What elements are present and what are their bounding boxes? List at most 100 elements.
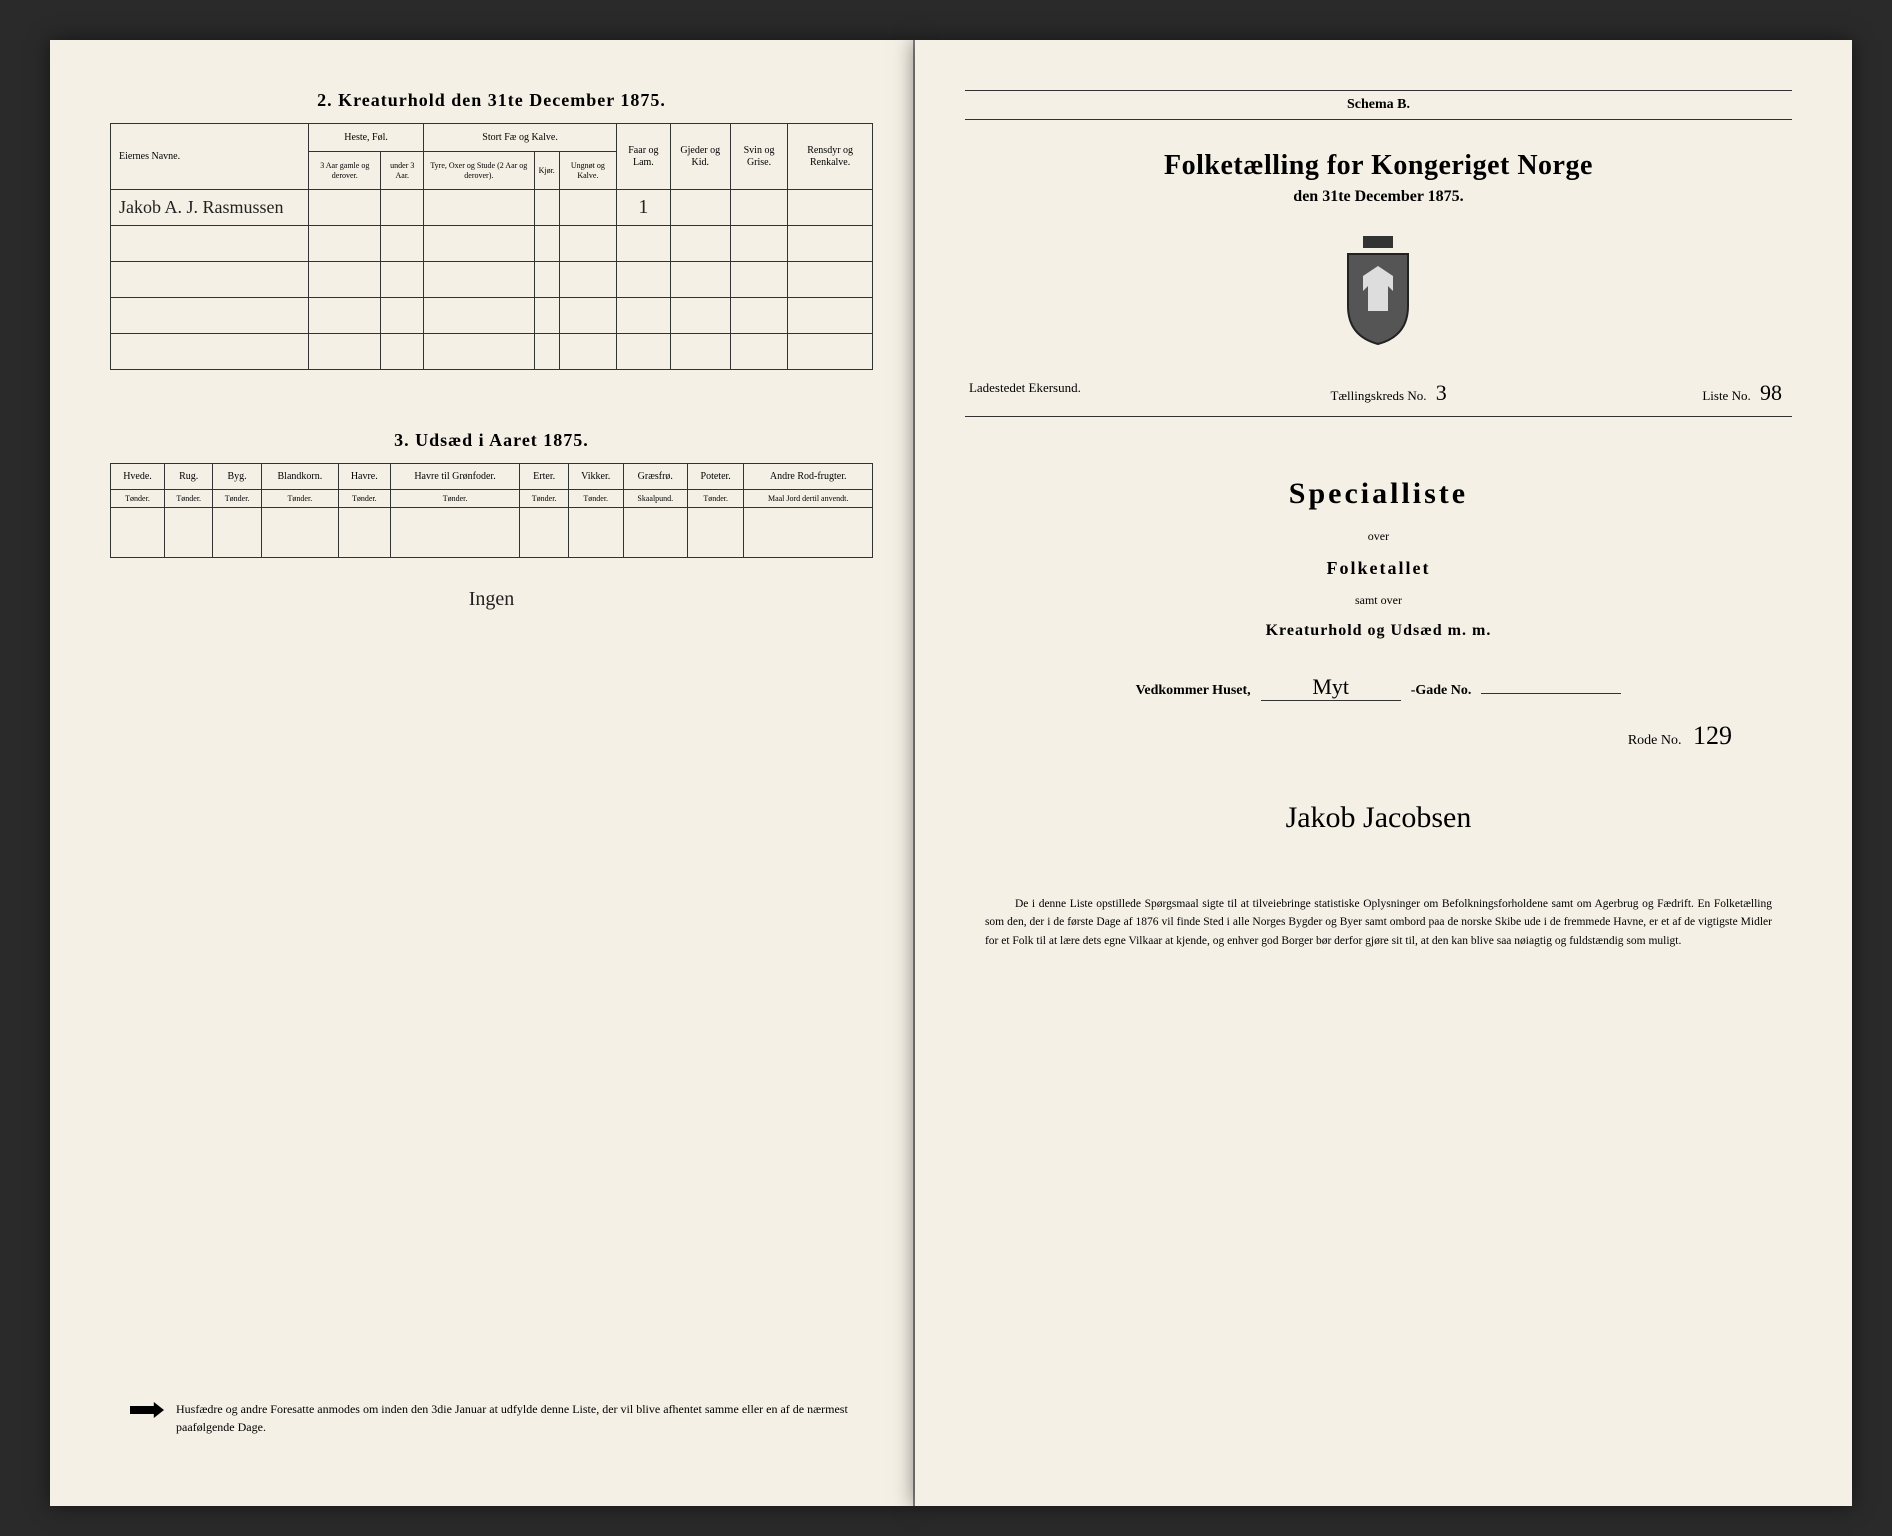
seed-col-unit: Tønder. [213,490,261,508]
table-cell [111,334,309,370]
meta-row: Ladestedet Ekersund. Tællingskreds No. 3… [965,372,1792,417]
col-sheep: Faar og Lam. [617,124,671,190]
table-cell [309,190,381,226]
seed-cell [261,508,338,558]
table-cell [111,226,309,262]
footer-note: Husfædre og andre Foresatte anmodes om i… [130,1400,853,1436]
seed-col-header: Byg. [213,464,261,490]
table-cell [559,298,616,334]
coat-of-arms-icon [1333,236,1423,346]
section3-title: 3. Udsæd i Aaret 1875. [110,430,873,451]
col-cattle: Stort Fæ og Kalve. [424,124,617,152]
main-subtitle: den 31te December 1875. [1293,188,1463,206]
table-cell [670,298,730,334]
gade-no-value [1481,693,1621,694]
table-cell [534,334,559,370]
table-cell [424,334,534,370]
seed-col-header: Blandkorn. [261,464,338,490]
table-cell [559,334,616,370]
place-label: Ladestedet Ekersund. [969,380,1081,406]
seed-col-unit: Tønder. [111,490,165,508]
col-cattle-young: Ungnøt og Kalve. [559,152,616,190]
seed-col-header: Poteter. [687,464,743,490]
seed-col-unit: Tønder. [338,490,390,508]
table-row: Jakob A. J. Rasmussen1 [111,190,873,226]
col-cattle-bulls: Tyre, Oxer og Stude (2 Aar og derover). [424,152,534,190]
rode-label: Rode No. [1628,733,1682,748]
seed-cell [390,508,520,558]
table-row [111,334,873,370]
table-cell [788,226,873,262]
table-cell [617,334,671,370]
seed-cell [687,508,743,558]
table-cell [670,226,730,262]
table-cell [424,190,534,226]
table-cell [381,226,424,262]
table-cell [424,226,534,262]
col-pigs: Svin og Grise. [730,124,788,190]
document-spread: 2. Kreaturhold den 31te December 1875. E… [50,40,1852,1506]
col-horses-old: 3 Aar gamle og derover. [309,152,381,190]
owner-signature: Jakob Jacobsen [1286,801,1472,835]
table-row [111,262,873,298]
table-row [111,226,873,262]
liste-label: Liste No. [1702,388,1750,403]
seed-col-header: Havre til Grønfoder. [390,464,520,490]
col-horses: Heste, Føl. [309,124,424,152]
seed-col-header: Andre Rod-frugter. [744,464,873,490]
table-cell [309,226,381,262]
seed-col-unit: Tønder. [520,490,568,508]
seed-col-header: Hvede. [111,464,165,490]
col-cattle-cows: Kjør. [534,152,559,190]
vedkommer-row: Vedkommer Huset, Myt -Gade No. [965,674,1792,701]
table-cell [381,334,424,370]
folketallet-heading: Folketallet [1326,558,1430,579]
seed-cell [744,508,873,558]
samt-label: samt over [1355,593,1402,608]
seed-cell [338,508,390,558]
footer-text: Husfædre og andre Foresatte anmodes om i… [176,1400,853,1436]
seed-col-unit: Tønder. [568,490,623,508]
table-cell [381,262,424,298]
table-cell [730,334,788,370]
seed-col-header: Græsfrø. [623,464,687,490]
kreds-label: Tællingskreds No. [1330,388,1426,403]
table-cell [670,190,730,226]
table-cell [424,262,534,298]
table-cell [788,334,873,370]
table-cell [730,190,788,226]
schema-label: Schema B. [965,90,1792,120]
table-cell [534,298,559,334]
right-page: Schema B. Folketælling for Kongeriget No… [915,40,1852,1506]
table-cell [534,190,559,226]
seed-col-unit: Maal Jord dertil anvendt. [744,490,873,508]
main-title: Folketælling for Kongeriget Norge [1164,150,1593,182]
seed-cell [111,508,165,558]
gade-label: -Gade No. [1411,683,1472,699]
col-horses-young: under 3 Aar. [381,152,424,190]
table-cell [617,298,671,334]
table-cell [309,334,381,370]
seed-col-unit: Skaalpund. [623,490,687,508]
col-reindeer: Rensdyr og Renkalve. [788,124,873,190]
table-cell [788,298,873,334]
over-label: over [1368,529,1389,544]
vedkommer-label: Vedkommer Huset, [1136,683,1251,699]
table-cell [424,298,534,334]
col-goats: Gjeder og Kid. [670,124,730,190]
table-cell [309,298,381,334]
rode-value: 129 [1685,721,1732,750]
gade-value: Myt [1261,674,1401,701]
table-row [111,298,873,334]
seed-table: Hvede.Rug.Byg.Blandkorn.Havre.Havre til … [110,463,873,558]
table-cell [381,298,424,334]
table-cell [534,226,559,262]
bottom-paragraph: De i denne Liste opstillede Spørgsmaal s… [965,895,1792,950]
col-owner-name: Eiernes Navne. [111,124,309,190]
table-cell [559,226,616,262]
kreds-value: 3 [1430,380,1453,405]
livestock-table: Eiernes Navne. Heste, Føl. Stort Fæ og K… [110,123,873,370]
table-cell: Jakob A. J. Rasmussen [111,190,309,226]
table-cell [788,262,873,298]
table-cell [534,262,559,298]
